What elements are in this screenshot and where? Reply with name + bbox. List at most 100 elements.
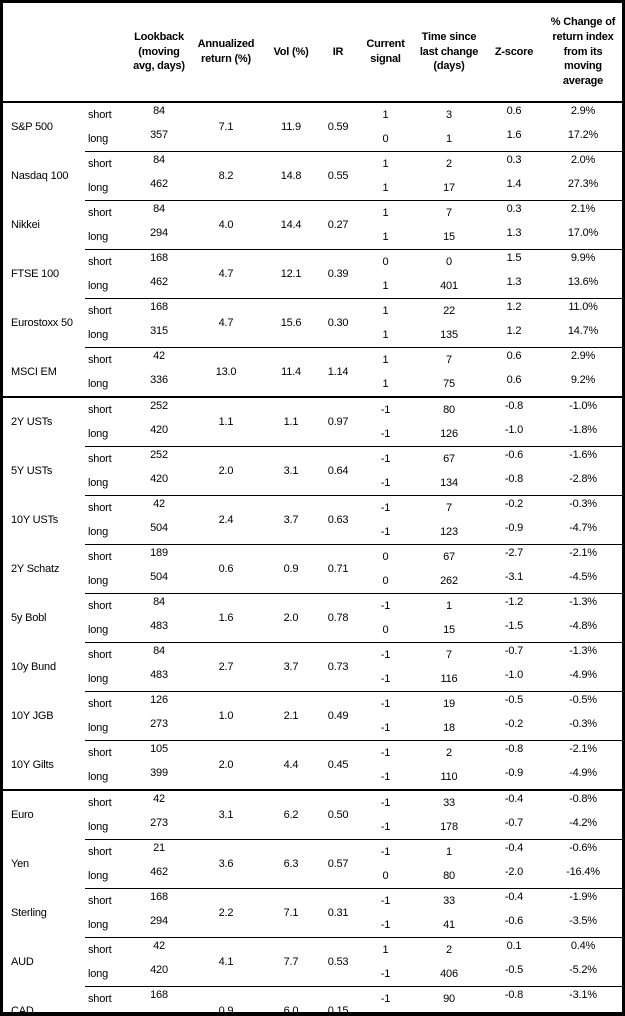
current-signal-value: -1 — [357, 789, 414, 815]
side-label: long — [85, 176, 129, 201]
side-label-text: short — [88, 404, 112, 416]
asset-row-short: Nikkei short 84 4.0 14.4 0.27 1 7 0.3 2.1% — [3, 200, 622, 250]
side-label: short — [85, 151, 129, 176]
side-label-text: long — [88, 575, 108, 587]
annualized-return-value: 4.7 — [189, 298, 263, 348]
lookback-value: 462 — [129, 274, 189, 299]
time-since-value: 7 — [414, 495, 484, 520]
annualized-return-value: 1.6 — [189, 593, 263, 643]
pct-change-value: -0.5% — [544, 691, 622, 716]
current-signal-value-text: -1 — [380, 673, 391, 685]
column-header-side — [85, 3, 129, 103]
side-label: long — [85, 422, 129, 447]
side-label: short — [85, 593, 129, 618]
vol-value: 6.2 — [263, 789, 319, 840]
current-signal-value: 1 — [357, 200, 414, 225]
side-label: long — [85, 323, 129, 348]
pct-change-value: -5.2% — [544, 962, 622, 987]
current-signal-value-text: -1 — [380, 747, 391, 759]
asset-name-text: S&P 500 — [11, 121, 53, 134]
vol-value-text: 6.3 — [283, 858, 299, 870]
asset-name-text: 5Y USTs — [11, 465, 53, 477]
current-signal-value: -1 — [357, 716, 414, 741]
time-since-value: 401 — [414, 274, 484, 299]
asset-row-short: Eurostoxx 50 short 168 4.7 15.6 0.30 1 22 1.2 11.… — [3, 298, 622, 348]
asset-row-short: 10Y JGB short 126 1.0 2.1 0.49 -1 19 -0.5 -0.5% — [3, 691, 622, 741]
annualized-return-value-text: 13.0 — [215, 366, 237, 378]
column-header-pct-change-from-ma: % Change of return index from its moving… — [544, 3, 622, 103]
side-label-text: long — [88, 722, 108, 734]
pct-change-value: -1.6% — [544, 446, 622, 471]
annualized-return-value-text: 1.0 — [218, 710, 234, 722]
lookback-value: 294 — [129, 225, 189, 250]
current-signal-value: 1 — [357, 274, 414, 299]
lookback-value-text: 462 — [150, 276, 168, 288]
current-signal-value-text: -1 — [380, 846, 391, 858]
current-signal-value: -1 — [357, 740, 414, 765]
z-score-value: -0.7 — [484, 642, 544, 667]
side-label: short — [85, 937, 129, 962]
asset-row-long: long 273 -1 178 -0.7 -4.2% — [3, 815, 622, 840]
time-since-value-text: 123 — [440, 526, 458, 538]
vol-value-text: 0.9 — [283, 563, 299, 575]
pct-change-value: -1.8% — [544, 422, 622, 447]
current-signal-value-text: 1 — [382, 182, 389, 194]
z-score-value: 1.2 — [484, 323, 544, 348]
pct-change-value: -16.4% — [544, 864, 622, 889]
pct-change-value: -0.3% — [544, 716, 622, 741]
pct-change-value-text: 9.2% — [570, 374, 596, 386]
asset-name-text: 10y Bund — [11, 661, 56, 673]
asset-name: Nikkei — [3, 201, 85, 250]
side-label: long — [85, 1011, 129, 1012]
current-signal-value-text: 1 — [382, 305, 389, 317]
asset-name-text: Sterling — [11, 907, 47, 919]
asset-row-short: 10Y Gilts short 105 2.0 4.4 0.45 -1 2 -0.8 -2.1% — [3, 740, 622, 790]
column-header-z-score: Z-score — [484, 3, 544, 103]
current-signal-value: 0 — [357, 864, 414, 889]
side-label: long — [85, 225, 129, 250]
pct-change-value: 2.0% — [544, 151, 622, 176]
asset-name: Eurostoxx 50 — [3, 299, 85, 348]
vol-value: 12.1 — [263, 249, 319, 299]
side-label: short — [85, 396, 129, 422]
vol-value-text: 14.8 — [280, 170, 302, 182]
pct-change-value-text: -4.5% — [569, 571, 597, 583]
pct-change-value: 2.1% — [544, 200, 622, 225]
pct-change-value: -1.0% — [544, 396, 622, 422]
side-label-text: short — [88, 993, 112, 1005]
side-label: short — [85, 298, 129, 323]
current-signal-value-text: 1 — [382, 329, 389, 341]
time-since-value: 0 — [414, 249, 484, 274]
side-label-text: long — [88, 329, 108, 341]
annualized-return-value: 1.1 — [189, 396, 263, 447]
current-signal-value: -1 — [357, 593, 414, 618]
ir-value: 0.71 — [319, 544, 357, 594]
side-label: short — [85, 544, 129, 569]
annualized-return-value-text: 2.0 — [218, 759, 234, 771]
z-score-value-text: 1.5 — [506, 252, 522, 264]
lookback-value-text: 84 — [153, 203, 165, 215]
pct-change-value-text: 9.9% — [570, 252, 596, 264]
ir-value-text: 0.45 — [327, 759, 349, 771]
pct-change-value: -4.5% — [544, 569, 622, 594]
time-since-value-text: 2 — [446, 158, 452, 170]
side-label-text: short — [88, 895, 112, 907]
asset-row-short: S&P 500 short 84 7.1 11.9 0.59 1 3 0.6 2.9% — [3, 102, 622, 133]
pct-change-value-text: -1.3% — [569, 596, 597, 608]
current-signal-value-text: -1 — [380, 993, 391, 1005]
vol-value: 3.1 — [263, 446, 319, 496]
z-score-value-text: -1.0 — [504, 669, 524, 681]
z-score-value: -1.2 — [484, 593, 544, 618]
asset-name-text: Nasdaq 100 — [11, 170, 69, 182]
time-since-value-text: 134 — [440, 477, 458, 489]
asset-name: 2Y Schatz — [3, 545, 85, 594]
ir-value-text: 0.73 — [327, 661, 349, 673]
time-since-value-text: 67 — [443, 551, 455, 563]
time-since-value-text: 7 — [446, 354, 452, 366]
time-since-value: 1 — [414, 593, 484, 618]
lookback-value-text: 42 — [153, 498, 165, 510]
z-score-value-text: -0.4 — [504, 793, 524, 805]
vol-value: 15.6 — [263, 298, 319, 348]
z-score-value: -0.4 — [484, 789, 544, 815]
z-score-value-text: 0.6 — [506, 374, 522, 386]
